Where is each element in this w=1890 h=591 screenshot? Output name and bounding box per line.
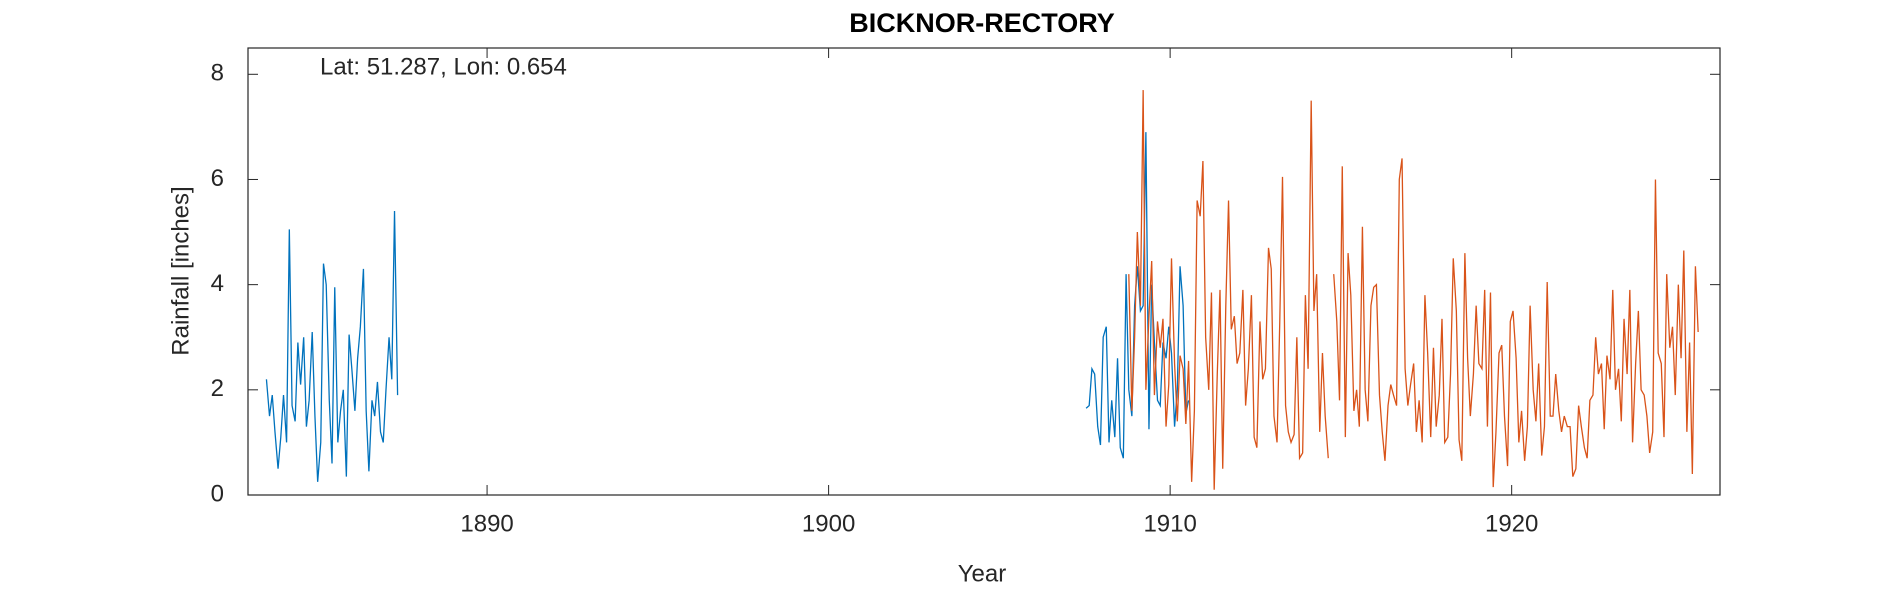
y-tick-label: 8 xyxy=(211,60,224,87)
plot-area xyxy=(248,48,1720,495)
chart-title: BICKNOR-RECTORY xyxy=(849,8,1115,38)
data-line xyxy=(265,132,1190,482)
annotation: Lat: 51.287, Lon: 0.654 xyxy=(320,53,567,80)
data-line xyxy=(1128,90,1699,490)
axes-box xyxy=(247,47,1721,496)
x-tick-label: 1910 xyxy=(1143,510,1196,537)
y-tick-label: 0 xyxy=(211,480,224,507)
x-tick-label: 1920 xyxy=(1485,510,1538,537)
y-tick-label: 4 xyxy=(211,270,224,297)
x-tick-label: 1890 xyxy=(460,510,513,537)
x-axis-label: Year xyxy=(958,560,1007,587)
y-tick-label: 6 xyxy=(211,165,224,192)
y-axis-label: Rainfall [inches] xyxy=(167,186,194,355)
y-tick-label: 2 xyxy=(211,375,224,402)
x-tick-label: 1900 xyxy=(802,510,855,537)
